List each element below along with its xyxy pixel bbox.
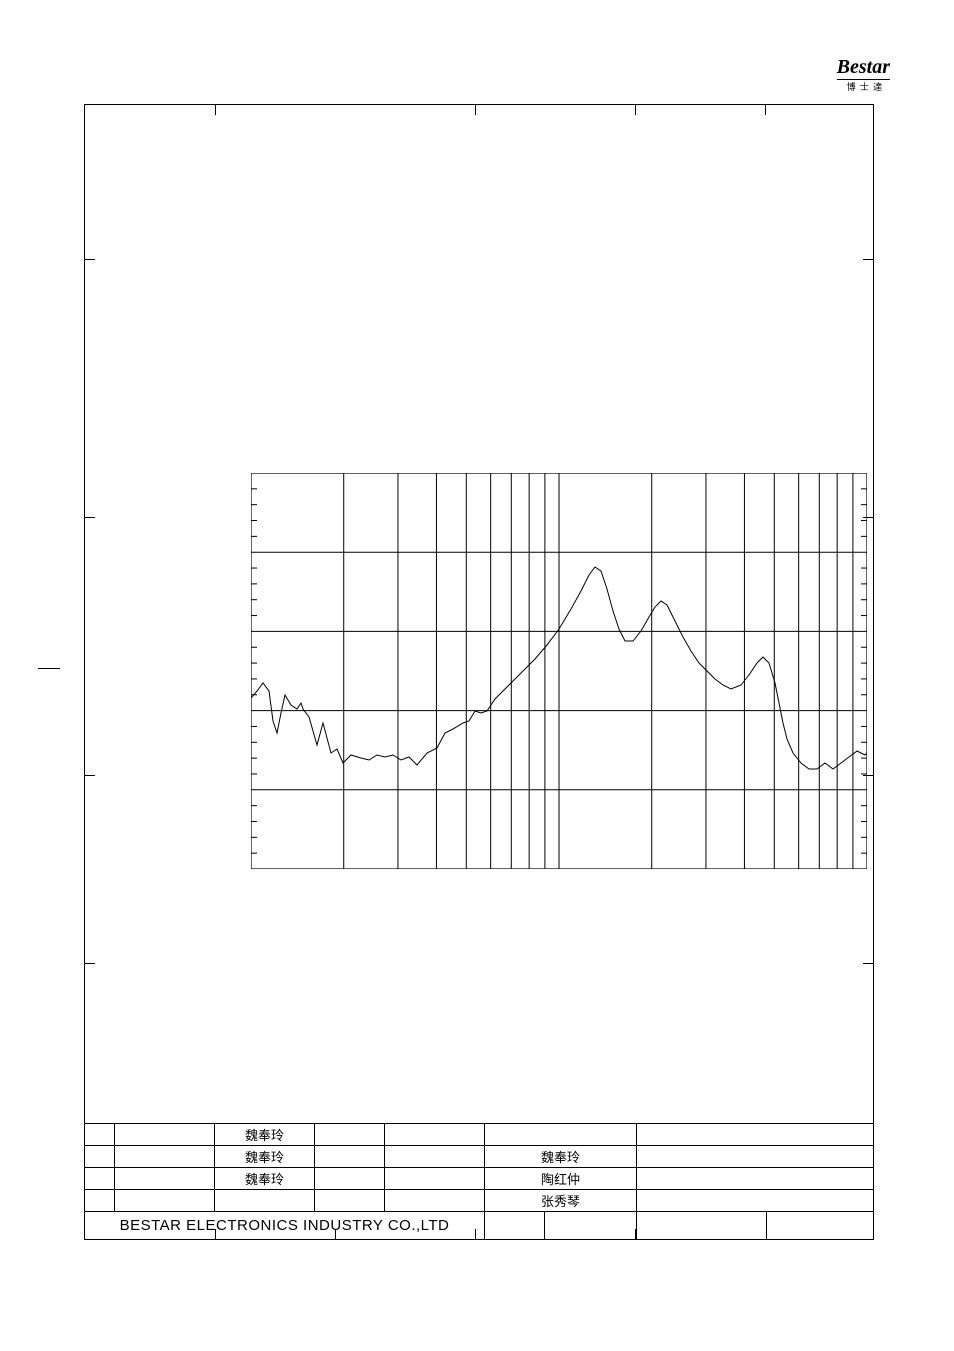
name: 魏奉玲 [245, 1169, 284, 1188]
name: 魏奉玲 [245, 1147, 284, 1166]
frame-tick [635, 1229, 636, 1239]
cell [385, 1146, 485, 1167]
cell [315, 1146, 385, 1167]
frame-tick [85, 775, 95, 776]
cell [385, 1124, 485, 1145]
cell: 张秀琴 [485, 1190, 637, 1211]
chart-svg [251, 473, 867, 869]
cell [85, 1124, 115, 1145]
title-block: 魏奉玲 魏奉玲 魏奉玲 魏奉玲 陶红仲 [85, 1123, 873, 1239]
frame-tick [85, 259, 95, 260]
cell: 魏奉玲 [215, 1168, 315, 1189]
cell [315, 1168, 385, 1189]
cell [215, 1190, 315, 1211]
brand-name: Bestar [837, 56, 890, 78]
cell [115, 1190, 215, 1211]
cell [115, 1168, 215, 1189]
frame-tick [863, 517, 873, 518]
cell: 魏奉玲 [485, 1146, 637, 1167]
company-cell: BESTAR ELECTRONICS INDUSTRY CO.,LTD [85, 1212, 485, 1239]
cell [315, 1124, 385, 1145]
frame-tick [85, 517, 95, 518]
drawing-frame: 魏奉玲 魏奉玲 魏奉玲 魏奉玲 陶红仲 [84, 104, 874, 1240]
cell [85, 1146, 115, 1167]
frame-tick [335, 1229, 336, 1239]
side-dash [38, 668, 60, 669]
cell [85, 1168, 115, 1189]
cell: 陶红仲 [485, 1168, 637, 1189]
cell [485, 1212, 545, 1239]
cell [115, 1124, 215, 1145]
cell [485, 1124, 637, 1145]
cell [637, 1212, 767, 1239]
cell [767, 1212, 873, 1239]
cell [85, 1190, 115, 1211]
frame-tick [215, 1229, 216, 1239]
frame-tick [475, 1229, 476, 1239]
frame-tick [85, 963, 95, 964]
frame-tick [863, 963, 873, 964]
name: 张秀琴 [541, 1191, 580, 1210]
name: 陶红仲 [541, 1169, 580, 1188]
table-row: 魏奉玲 [85, 1123, 873, 1145]
name: 魏奉玲 [541, 1147, 580, 1166]
table-row: 魏奉玲 陶红仲 [85, 1167, 873, 1189]
name: 魏奉玲 [245, 1125, 284, 1144]
cell [637, 1168, 873, 1189]
frequency-response-chart [251, 473, 867, 869]
cell [637, 1124, 873, 1145]
table-row: BESTAR ELECTRONICS INDUSTRY CO.,LTD [85, 1211, 873, 1239]
frame-tick [765, 105, 766, 115]
cell [385, 1190, 485, 1211]
frame-tick [863, 259, 873, 260]
cell: 魏奉玲 [215, 1146, 315, 1167]
table-row: 张秀琴 [85, 1189, 873, 1211]
cell [315, 1190, 385, 1211]
cell: 魏奉玲 [215, 1124, 315, 1145]
table-row: 魏奉玲 魏奉玲 [85, 1145, 873, 1167]
brand-sub: 博 士 達 [837, 79, 890, 93]
frame-tick [215, 105, 216, 115]
cell [115, 1146, 215, 1167]
company-name: BESTAR ELECTRONICS INDUSTRY CO.,LTD [120, 1217, 450, 1234]
frame-tick [475, 105, 476, 115]
cell [637, 1190, 873, 1211]
cell [637, 1146, 873, 1167]
cell [385, 1168, 485, 1189]
brand-logo: Bestar 博 士 達 [837, 56, 890, 93]
frame-tick [863, 775, 873, 776]
frame-tick [635, 105, 636, 115]
cell [545, 1212, 637, 1239]
